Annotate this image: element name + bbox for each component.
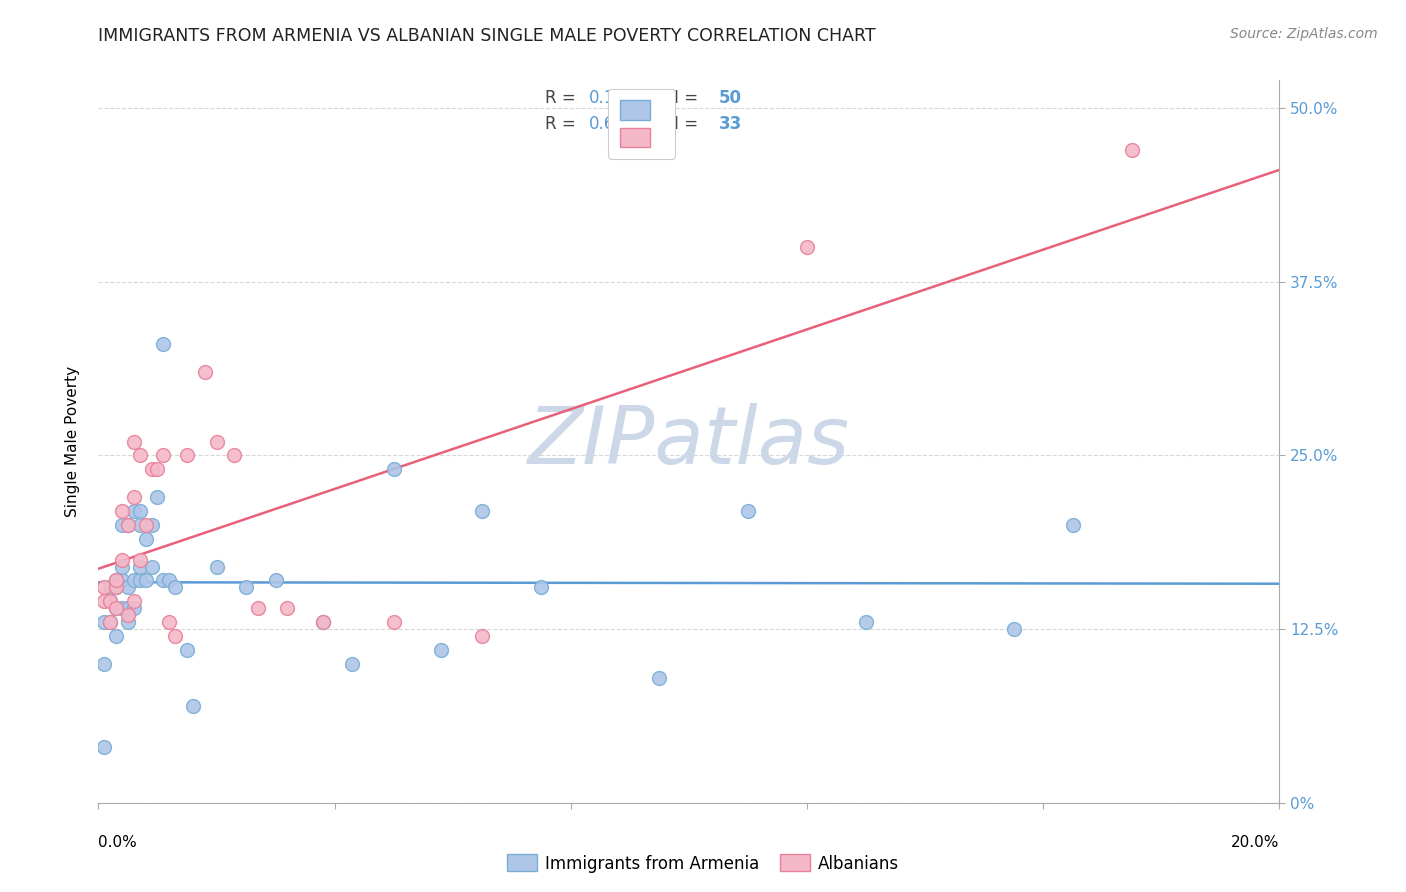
Point bbox=[165, 581, 187, 595]
Point bbox=[98, 615, 121, 630]
Point bbox=[105, 601, 128, 615]
Point bbox=[152, 574, 174, 588]
Point bbox=[98, 594, 121, 608]
Point bbox=[111, 601, 134, 615]
Point bbox=[128, 574, 150, 588]
Point bbox=[105, 581, 128, 595]
Point bbox=[135, 574, 157, 588]
Point bbox=[128, 449, 150, 463]
Point bbox=[382, 615, 405, 630]
Point bbox=[135, 532, 157, 546]
Point bbox=[98, 594, 121, 608]
Legend: Immigrants from Armenia, Albanians: Immigrants from Armenia, Albanians bbox=[501, 847, 905, 880]
Point bbox=[117, 517, 139, 532]
Point bbox=[146, 462, 169, 476]
Point bbox=[471, 629, 494, 643]
Point bbox=[235, 581, 257, 595]
Point bbox=[105, 629, 128, 643]
Point bbox=[105, 601, 128, 615]
Point bbox=[93, 657, 115, 671]
Point bbox=[122, 490, 145, 504]
Text: N =: N = bbox=[655, 89, 703, 107]
Point bbox=[117, 608, 139, 623]
Point bbox=[117, 601, 139, 615]
Point bbox=[146, 490, 169, 504]
Point bbox=[93, 615, 115, 630]
Point bbox=[128, 552, 150, 566]
Point bbox=[105, 581, 128, 595]
Point bbox=[93, 594, 115, 608]
Point bbox=[471, 504, 494, 518]
Point bbox=[205, 434, 228, 449]
Point bbox=[111, 504, 134, 518]
Point bbox=[855, 615, 877, 630]
Point bbox=[141, 559, 163, 574]
Point bbox=[382, 462, 405, 476]
Point bbox=[122, 574, 145, 588]
Point bbox=[152, 449, 174, 463]
Point bbox=[128, 504, 150, 518]
Point bbox=[98, 615, 121, 630]
Text: 50: 50 bbox=[718, 89, 741, 107]
Point bbox=[796, 240, 818, 254]
Point bbox=[264, 574, 287, 588]
Point bbox=[276, 601, 298, 615]
Text: 0.623: 0.623 bbox=[589, 115, 636, 134]
Point bbox=[1062, 517, 1084, 532]
Point bbox=[141, 517, 163, 532]
Point bbox=[1121, 143, 1143, 157]
Text: IMMIGRANTS FROM ARMENIA VS ALBANIAN SINGLE MALE POVERTY CORRELATION CHART: IMMIGRANTS FROM ARMENIA VS ALBANIAN SING… bbox=[98, 27, 876, 45]
Point bbox=[1002, 622, 1025, 636]
Text: 0.0%: 0.0% bbox=[98, 835, 138, 850]
Point bbox=[105, 574, 128, 588]
Point bbox=[111, 574, 134, 588]
Point bbox=[312, 615, 335, 630]
Text: 33: 33 bbox=[718, 115, 742, 134]
Text: 20.0%: 20.0% bbox=[1232, 835, 1279, 850]
Point bbox=[128, 559, 150, 574]
Point bbox=[312, 615, 335, 630]
Point bbox=[176, 643, 198, 657]
Point bbox=[122, 601, 145, 615]
Legend: , : , bbox=[609, 88, 675, 159]
Point bbox=[122, 504, 145, 518]
Point bbox=[122, 434, 145, 449]
Point bbox=[111, 552, 134, 566]
Text: ZIPatlas: ZIPatlas bbox=[527, 402, 851, 481]
Point bbox=[430, 643, 453, 657]
Point bbox=[530, 581, 553, 595]
Point bbox=[98, 581, 121, 595]
Point bbox=[117, 517, 139, 532]
Point bbox=[181, 698, 204, 713]
Point bbox=[128, 517, 150, 532]
Point bbox=[157, 615, 180, 630]
Point bbox=[93, 581, 115, 595]
Point bbox=[246, 601, 269, 615]
Point bbox=[342, 657, 364, 671]
Text: R =: R = bbox=[546, 115, 581, 134]
Point bbox=[194, 365, 217, 379]
Point bbox=[93, 740, 115, 755]
Point bbox=[224, 449, 246, 463]
Point bbox=[165, 629, 187, 643]
Text: 0.134: 0.134 bbox=[589, 89, 636, 107]
Point bbox=[117, 581, 139, 595]
Point bbox=[111, 559, 134, 574]
Point bbox=[737, 504, 759, 518]
Y-axis label: Single Male Poverty: Single Male Poverty bbox=[65, 366, 80, 517]
Point bbox=[122, 594, 145, 608]
Point bbox=[105, 574, 128, 588]
Point bbox=[141, 462, 163, 476]
Point bbox=[205, 559, 228, 574]
Text: N =: N = bbox=[655, 115, 703, 134]
Point bbox=[157, 574, 180, 588]
Point bbox=[176, 449, 198, 463]
Point bbox=[117, 615, 139, 630]
Point bbox=[648, 671, 671, 685]
Point bbox=[135, 517, 157, 532]
Point bbox=[152, 337, 174, 351]
Point bbox=[111, 517, 134, 532]
Text: R =: R = bbox=[546, 89, 581, 107]
Text: Source: ZipAtlas.com: Source: ZipAtlas.com bbox=[1230, 27, 1378, 41]
